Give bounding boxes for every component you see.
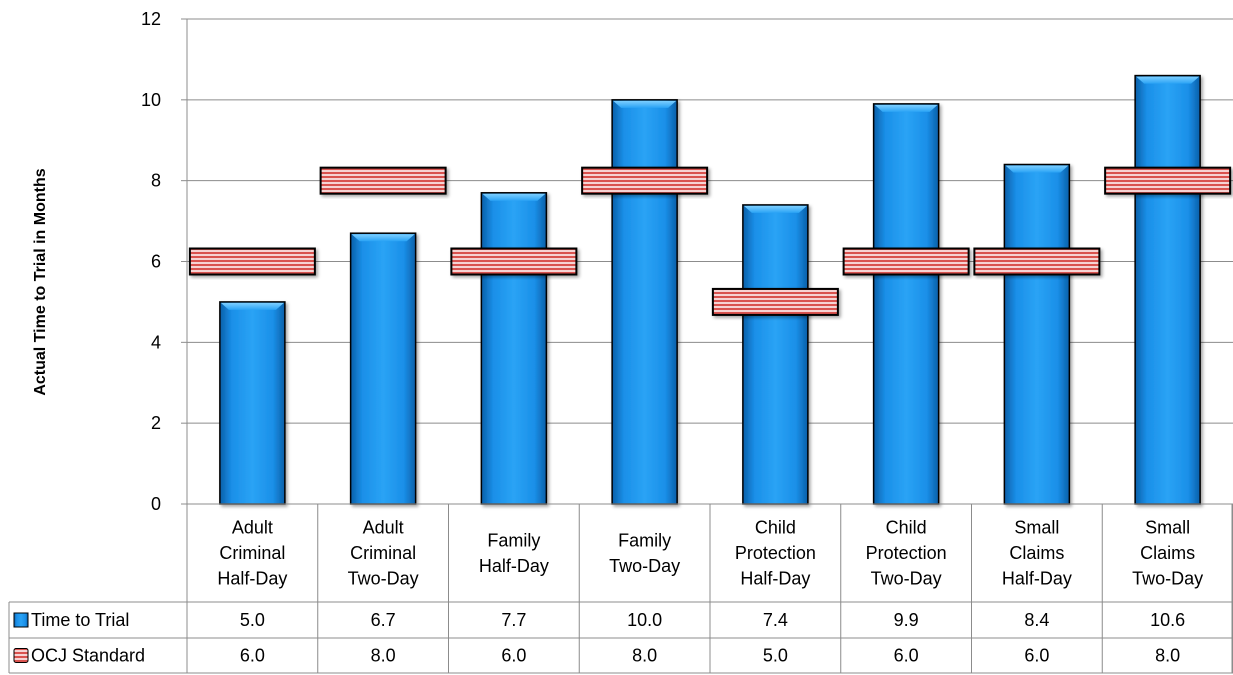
- bar: [349, 232, 417, 505]
- gridlines: [187, 18, 1233, 424]
- bar-body: [872, 103, 940, 505]
- category-label: Family: [618, 530, 671, 550]
- category-label: Half-Day: [1002, 569, 1072, 589]
- category-label: Half-Day: [740, 569, 810, 589]
- y-tick-label: 4: [151, 332, 161, 352]
- category-label: Criminal: [219, 543, 285, 563]
- category-label: Adult: [232, 518, 273, 538]
- category-label: Two-Day: [348, 569, 419, 589]
- category-label: Child: [755, 518, 796, 538]
- standard-marker: [1104, 166, 1232, 195]
- category-label: Protection: [866, 543, 947, 563]
- category-label: Two-Day: [609, 556, 680, 576]
- data-label: 10.6: [1150, 610, 1185, 630]
- data-label: 8.0: [632, 646, 657, 666]
- y-axis-label: Actual Time to Trial in Months: [32, 168, 49, 395]
- y-tick-label: 10: [141, 90, 161, 110]
- bar-body: [742, 204, 809, 505]
- standard-marker: [973, 247, 1101, 276]
- bar-body: [349, 232, 417, 505]
- standard-markers: [188, 166, 1232, 316]
- category-label: Child: [886, 518, 927, 538]
- bar-cap: [1005, 165, 1069, 173]
- bar: [742, 204, 809, 505]
- bar-cap: [1136, 76, 1200, 84]
- data-label: 9.9: [894, 610, 919, 630]
- category-label: Half-Day: [479, 556, 549, 576]
- legend-entry: OCJ Standard: [31, 646, 145, 666]
- category-label: Two-Day: [871, 569, 942, 589]
- category-label: Small: [1014, 518, 1059, 538]
- data-label: 10.0: [627, 610, 662, 630]
- bar: [480, 192, 548, 505]
- y-tick-label: 8: [151, 171, 161, 191]
- data-label: 5.0: [763, 646, 788, 666]
- bar-body: [480, 192, 548, 505]
- data-label: 7.7: [501, 610, 526, 630]
- legend-entry: Time to Trial: [31, 610, 129, 630]
- data-label: 8.4: [1024, 610, 1049, 630]
- category-label: Adult: [363, 518, 404, 538]
- y-tick-label: 6: [151, 252, 161, 272]
- data-table: Adult Criminal Half-Day Adult Criminal Two-Da…: [8, 503, 1233, 674]
- bar-cap: [874, 104, 938, 112]
- data-label: 6.0: [501, 646, 526, 666]
- bar: [611, 99, 678, 505]
- y-tick-label: 2: [151, 413, 161, 433]
- category-label: Two-Day: [1132, 569, 1203, 589]
- data-label: 6.0: [1024, 646, 1049, 666]
- category-label: Claims: [1009, 543, 1064, 563]
- bars: [219, 74, 1201, 505]
- bar-body: [611, 99, 678, 505]
- data-label: 7.4: [763, 610, 788, 630]
- bar-cap: [220, 302, 284, 310]
- data-label: 8.0: [371, 646, 396, 666]
- category-label: Family: [487, 530, 540, 550]
- legend-key-time-to-trial: [13, 612, 29, 628]
- category-label: Claims: [1140, 543, 1195, 563]
- data-label: 8.0: [1155, 646, 1180, 666]
- standard-marker: [711, 287, 839, 316]
- bar-body: [1134, 74, 1201, 505]
- y-tick-label: 0: [151, 494, 161, 514]
- bar: [1003, 163, 1071, 505]
- bar: [1134, 74, 1201, 505]
- bar-cap: [482, 193, 546, 201]
- data-label: 6.0: [240, 646, 265, 666]
- bar: [872, 103, 940, 505]
- bar-cap: [743, 205, 807, 213]
- legend-key-ocj-standard: [13, 648, 29, 663]
- category-label: Half-Day: [217, 569, 287, 589]
- category-label: Criminal: [350, 543, 416, 563]
- data-label: 6.0: [894, 646, 919, 666]
- y-axis: 0 2 4 6 8 10 12: [141, 9, 188, 514]
- category-label: Protection: [735, 543, 816, 563]
- data-label: 5.0: [240, 610, 265, 630]
- bar-body: [219, 301, 286, 505]
- bar-cap: [351, 234, 415, 242]
- category-label: Small: [1145, 518, 1190, 538]
- standard-marker: [581, 166, 709, 195]
- standard-marker: [450, 247, 578, 276]
- standard-marker: [188, 247, 316, 276]
- y-tick-label: 12: [141, 9, 161, 29]
- data-label: 6.7: [371, 610, 396, 630]
- standard-marker: [842, 247, 970, 276]
- bar-cap: [613, 100, 677, 108]
- standard-marker: [319, 166, 447, 195]
- bar: [219, 301, 286, 505]
- bar-body: [1003, 163, 1071, 505]
